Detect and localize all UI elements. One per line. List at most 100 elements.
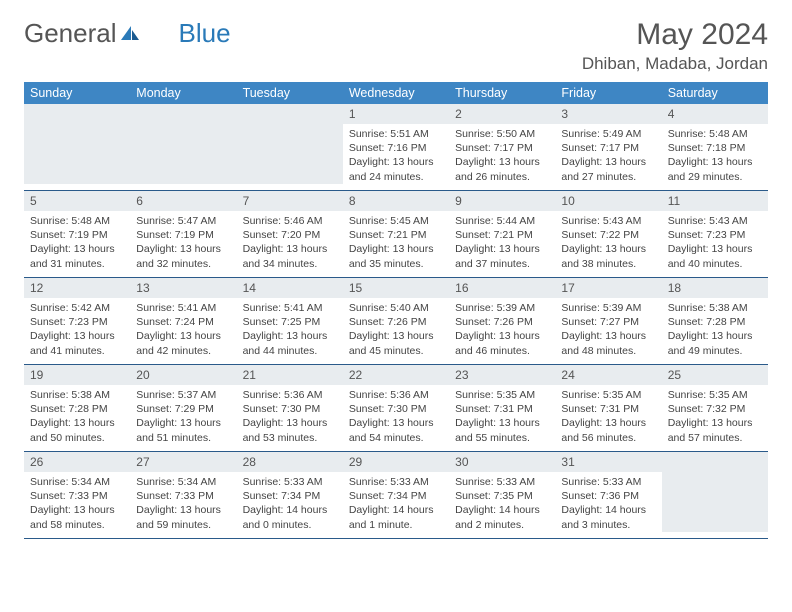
day-cell: 26Sunrise: 5:34 AMSunset: 7:33 PMDayligh… — [24, 452, 130, 538]
sunrise-text: Sunrise: 5:36 AM — [243, 388, 337, 402]
daylight-text: Daylight: 13 hours and 58 minutes. — [30, 503, 124, 531]
daylight-text: Daylight: 13 hours and 41 minutes. — [30, 329, 124, 357]
sunrise-text: Sunrise: 5:41 AM — [243, 301, 337, 315]
sunrise-text: Sunrise: 5:43 AM — [668, 214, 762, 228]
day-number: 18 — [662, 278, 768, 298]
day-number: 9 — [449, 191, 555, 211]
sunset-text: Sunset: 7:28 PM — [668, 315, 762, 329]
day-body: Sunrise: 5:33 AMSunset: 7:36 PMDaylight:… — [555, 472, 661, 537]
day-number: 10 — [555, 191, 661, 211]
day-number: 1 — [343, 104, 449, 124]
day-number: 25 — [662, 365, 768, 385]
day-number: 15 — [343, 278, 449, 298]
day-number — [130, 104, 236, 124]
day-cell — [130, 104, 236, 190]
weekday-header: SundayMondayTuesdayWednesdayThursdayFrid… — [24, 82, 768, 104]
sunrise-text: Sunrise: 5:47 AM — [136, 214, 230, 228]
day-body: Sunrise: 5:34 AMSunset: 7:33 PMDaylight:… — [24, 472, 130, 537]
week-row: 5Sunrise: 5:48 AMSunset: 7:19 PMDaylight… — [24, 191, 768, 278]
day-number — [662, 452, 768, 472]
day-body: Sunrise: 5:51 AMSunset: 7:16 PMDaylight:… — [343, 124, 449, 189]
day-number: 29 — [343, 452, 449, 472]
week-row: 19Sunrise: 5:38 AMSunset: 7:28 PMDayligh… — [24, 365, 768, 452]
sunset-text: Sunset: 7:34 PM — [243, 489, 337, 503]
sunset-text: Sunset: 7:35 PM — [455, 489, 549, 503]
day-cell: 28Sunrise: 5:33 AMSunset: 7:34 PMDayligh… — [237, 452, 343, 538]
daylight-text: Daylight: 13 hours and 26 minutes. — [455, 155, 549, 183]
daylight-text: Daylight: 13 hours and 56 minutes. — [561, 416, 655, 444]
daylight-text: Daylight: 13 hours and 29 minutes. — [668, 155, 762, 183]
sunset-text: Sunset: 7:16 PM — [349, 141, 443, 155]
sunset-text: Sunset: 7:31 PM — [455, 402, 549, 416]
day-body: Sunrise: 5:49 AMSunset: 7:17 PMDaylight:… — [555, 124, 661, 189]
sunset-text: Sunset: 7:17 PM — [455, 141, 549, 155]
day-body: Sunrise: 5:35 AMSunset: 7:32 PMDaylight:… — [662, 385, 768, 450]
day-body — [237, 124, 343, 184]
day-number: 23 — [449, 365, 555, 385]
sunrise-text: Sunrise: 5:44 AM — [455, 214, 549, 228]
day-body: Sunrise: 5:41 AMSunset: 7:24 PMDaylight:… — [130, 298, 236, 363]
sunset-text: Sunset: 7:23 PM — [668, 228, 762, 242]
day-body: Sunrise: 5:37 AMSunset: 7:29 PMDaylight:… — [130, 385, 236, 450]
daylight-text: Daylight: 13 hours and 37 minutes. — [455, 242, 549, 270]
sunset-text: Sunset: 7:26 PM — [455, 315, 549, 329]
sunrise-text: Sunrise: 5:34 AM — [136, 475, 230, 489]
day-cell: 6Sunrise: 5:47 AMSunset: 7:19 PMDaylight… — [130, 191, 236, 277]
day-number: 11 — [662, 191, 768, 211]
daylight-text: Daylight: 14 hours and 2 minutes. — [455, 503, 549, 531]
logo-word-2: Blue — [179, 18, 231, 49]
day-number — [24, 104, 130, 124]
daylight-text: Daylight: 13 hours and 35 minutes. — [349, 242, 443, 270]
daylight-text: Daylight: 13 hours and 45 minutes. — [349, 329, 443, 357]
sunset-text: Sunset: 7:32 PM — [668, 402, 762, 416]
day-number: 31 — [555, 452, 661, 472]
day-number: 4 — [662, 104, 768, 124]
daylight-text: Daylight: 13 hours and 54 minutes. — [349, 416, 443, 444]
header: General Blue May 2024 Dhiban, Madaba, Jo… — [24, 18, 768, 74]
week-row: 26Sunrise: 5:34 AMSunset: 7:33 PMDayligh… — [24, 452, 768, 539]
sunrise-text: Sunrise: 5:34 AM — [30, 475, 124, 489]
day-body — [662, 472, 768, 532]
day-cell: 10Sunrise: 5:43 AMSunset: 7:22 PMDayligh… — [555, 191, 661, 277]
sunset-text: Sunset: 7:34 PM — [349, 489, 443, 503]
day-cell: 14Sunrise: 5:41 AMSunset: 7:25 PMDayligh… — [237, 278, 343, 364]
day-body: Sunrise: 5:48 AMSunset: 7:18 PMDaylight:… — [662, 124, 768, 189]
sunset-text: Sunset: 7:21 PM — [455, 228, 549, 242]
sunrise-text: Sunrise: 5:35 AM — [455, 388, 549, 402]
day-cell: 12Sunrise: 5:42 AMSunset: 7:23 PMDayligh… — [24, 278, 130, 364]
sunset-text: Sunset: 7:18 PM — [668, 141, 762, 155]
day-body: Sunrise: 5:43 AMSunset: 7:22 PMDaylight:… — [555, 211, 661, 276]
weekday-label: Wednesday — [343, 82, 449, 104]
day-number: 5 — [24, 191, 130, 211]
day-body: Sunrise: 5:38 AMSunset: 7:28 PMDaylight:… — [24, 385, 130, 450]
day-cell: 30Sunrise: 5:33 AMSunset: 7:35 PMDayligh… — [449, 452, 555, 538]
sunrise-text: Sunrise: 5:33 AM — [455, 475, 549, 489]
day-body: Sunrise: 5:39 AMSunset: 7:27 PMDaylight:… — [555, 298, 661, 363]
day-cell — [24, 104, 130, 190]
sunset-text: Sunset: 7:25 PM — [243, 315, 337, 329]
sunrise-text: Sunrise: 5:33 AM — [349, 475, 443, 489]
daylight-text: Daylight: 13 hours and 59 minutes. — [136, 503, 230, 531]
week-row: 1Sunrise: 5:51 AMSunset: 7:16 PMDaylight… — [24, 104, 768, 191]
day-number: 6 — [130, 191, 236, 211]
day-body: Sunrise: 5:34 AMSunset: 7:33 PMDaylight:… — [130, 472, 236, 537]
day-body: Sunrise: 5:33 AMSunset: 7:35 PMDaylight:… — [449, 472, 555, 537]
sunrise-text: Sunrise: 5:46 AM — [243, 214, 337, 228]
day-cell: 21Sunrise: 5:36 AMSunset: 7:30 PMDayligh… — [237, 365, 343, 451]
daylight-text: Daylight: 13 hours and 31 minutes. — [30, 242, 124, 270]
day-number: 20 — [130, 365, 236, 385]
day-cell: 7Sunrise: 5:46 AMSunset: 7:20 PMDaylight… — [237, 191, 343, 277]
day-body: Sunrise: 5:43 AMSunset: 7:23 PMDaylight:… — [662, 211, 768, 276]
day-number: 3 — [555, 104, 661, 124]
day-body — [24, 124, 130, 184]
daylight-text: Daylight: 13 hours and 51 minutes. — [136, 416, 230, 444]
day-number: 19 — [24, 365, 130, 385]
sunset-text: Sunset: 7:30 PM — [349, 402, 443, 416]
day-cell: 19Sunrise: 5:38 AMSunset: 7:28 PMDayligh… — [24, 365, 130, 451]
day-body: Sunrise: 5:44 AMSunset: 7:21 PMDaylight:… — [449, 211, 555, 276]
logo-sail-icon — [119, 18, 141, 49]
daylight-text: Daylight: 13 hours and 27 minutes. — [561, 155, 655, 183]
sunset-text: Sunset: 7:27 PM — [561, 315, 655, 329]
daylight-text: Daylight: 13 hours and 32 minutes. — [136, 242, 230, 270]
day-number: 7 — [237, 191, 343, 211]
